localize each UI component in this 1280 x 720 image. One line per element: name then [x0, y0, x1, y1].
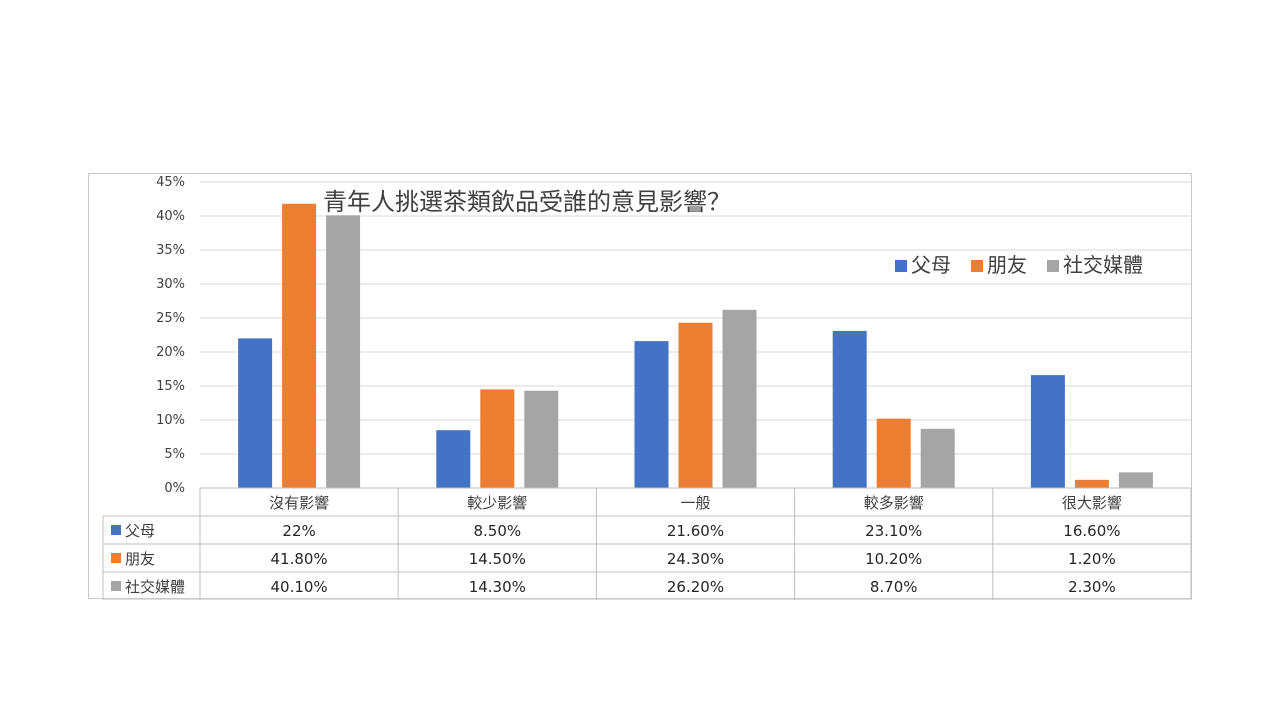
bar-父母-沒有影響 — [238, 338, 273, 488]
bar-父母-很大影響 — [1030, 375, 1065, 488]
legend-key — [1047, 260, 1059, 272]
data-label: 14.30% — [469, 578, 526, 596]
data-label: 10.20% — [865, 550, 922, 568]
table-series-name: 父母 — [125, 522, 155, 540]
y-tick-label: 25% — [156, 311, 185, 326]
data-label: 2.30% — [1068, 578, 1116, 596]
bar-父母-較少影響 — [436, 430, 471, 488]
table-legend-key — [111, 525, 121, 535]
table-series-name: 社交媒體 — [125, 578, 185, 596]
y-tick-label: 0% — [164, 481, 185, 496]
data-label: 8.70% — [870, 578, 918, 596]
bar-社交媒體-很大影響 — [1118, 472, 1153, 488]
legend-key — [971, 260, 983, 272]
data-label: 26.20% — [667, 578, 724, 596]
category-label: 較少影響 — [467, 494, 527, 512]
bar-朋友-較少影響 — [480, 389, 515, 488]
table-legend-key — [111, 581, 121, 591]
y-tick-label: 45% — [156, 175, 185, 190]
bar-社交媒體-一般 — [722, 309, 757, 488]
legend-key — [895, 260, 907, 272]
y-tick-label: 20% — [156, 345, 185, 360]
data-label: 1.20% — [1068, 550, 1116, 568]
bar-父母-較多影響 — [832, 330, 867, 488]
y-tick-label: 35% — [156, 243, 185, 258]
bar-社交媒體-較少影響 — [524, 390, 559, 488]
data-label: 21.60% — [667, 522, 724, 540]
category-label: 很大影響 — [1062, 494, 1122, 512]
bar-chart: 0% 5% 10% 15% 20% 25% 30% 35% 40% 45% 沒有影響 較少影響 一般 較… — [102, 175, 1192, 600]
chart-title: 青年人挑選茶類飲品受誰的意見影響？ — [323, 188, 731, 216]
data-label: 22% — [282, 522, 315, 540]
data-label: 40.10% — [270, 578, 327, 596]
category-label: 一般 — [680, 494, 710, 512]
bar-朋友-較多影響 — [876, 418, 911, 488]
legend-label: 父母 — [911, 253, 951, 277]
bar-社交媒體-較多影響 — [920, 428, 955, 488]
legend-label: 朋友 — [987, 253, 1027, 277]
data-label: 23.10% — [865, 522, 922, 540]
data-label: 8.50% — [473, 522, 521, 540]
data-label: 24.30% — [667, 550, 724, 568]
chart-frame: 0% 5% 10% 15% 20% 25% 30% 35% 40% 45% 沒有影響 較少影響 一般 較… — [88, 173, 1192, 600]
bar-朋友-一般 — [678, 322, 713, 488]
data-label: 16.60% — [1063, 522, 1120, 540]
bar-朋友-沒有影響 — [282, 203, 317, 488]
table-series-name: 朋友 — [125, 550, 155, 568]
y-tick-label: 10% — [156, 413, 185, 428]
table-legend-key — [111, 553, 121, 563]
bar-父母-一般 — [634, 341, 669, 488]
category-label: 較多影響 — [864, 494, 924, 512]
data-label: 14.50% — [469, 550, 526, 568]
y-tick-label: 15% — [156, 379, 185, 394]
bar-社交媒體-沒有影響 — [326, 215, 361, 488]
y-axis-ticks: 0% 5% 10% 15% 20% 25% 30% 35% 40% 45% — [156, 175, 185, 496]
bar-朋友-很大影響 — [1074, 479, 1109, 488]
category-label: 沒有影響 — [269, 494, 329, 512]
data-label: 41.80% — [270, 550, 327, 568]
y-tick-label: 40% — [156, 209, 185, 224]
y-tick-label: 30% — [156, 277, 185, 292]
legend: 父母 朋友 社交媒體 — [895, 253, 1143, 277]
y-tick-label: 5% — [164, 447, 185, 462]
bars — [238, 203, 1153, 488]
legend-label: 社交媒體 — [1063, 253, 1143, 277]
